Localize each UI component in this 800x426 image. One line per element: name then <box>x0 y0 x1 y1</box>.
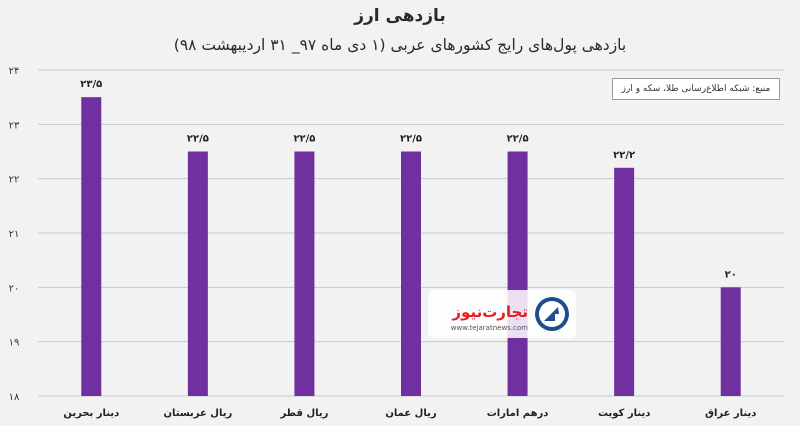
bar <box>720 287 741 396</box>
chart-title: بازدهی ارز <box>354 6 446 26</box>
data-label: ۲۲/۵ <box>293 134 315 145</box>
data-label: ۲۲/۵ <box>400 134 422 145</box>
logo-url: www.tejaratnews.com <box>451 324 528 332</box>
bar <box>294 151 315 396</box>
chart-subtitle: بازدهی پول‌های رایج کشورهای عربی (۱ دی م… <box>173 36 627 54</box>
x-tick-label: دینار عراق <box>705 408 756 419</box>
y-tick-label: ۱۹ <box>9 338 20 349</box>
y-tick-label: ۲۲ <box>9 175 20 186</box>
data-label: ۲۰ <box>725 269 737 280</box>
y-tick-label: ۲۱ <box>9 229 20 240</box>
y-tick-label: ۲۴ <box>9 66 20 77</box>
x-tick-label: ریال عمان <box>385 408 436 419</box>
logo-name: تجارت‌نیوز <box>451 303 528 321</box>
svg-text:تجارت‌نیوز: تجارت‌نیوز <box>451 303 528 321</box>
data-label: ۲۲/۵ <box>187 134 209 145</box>
x-tick-label: دینار بحرین <box>63 408 119 419</box>
data-label: ۲۲/۵ <box>507 134 529 145</box>
bar <box>81 97 102 397</box>
x-tick-label: درهم امارات <box>487 408 549 419</box>
data-label: ۲۲/۲ <box>613 150 635 161</box>
x-tick-label: ریال عربستان <box>163 408 232 419</box>
y-tick-label: ۲۳ <box>9 120 20 131</box>
bar <box>614 167 635 396</box>
bar <box>187 151 208 396</box>
source-note: منبع: شبکه اطلاع‌رسانی طلا، سکه و ارز <box>612 78 780 100</box>
tejaratnews-logo: تجارت‌نیوز www.tejaratnews.com <box>428 290 576 338</box>
x-tick-label: ریال قطر <box>279 408 328 419</box>
x-tick-label: دینار کویت <box>598 408 650 419</box>
y-tick-label: ۲۰ <box>9 283 20 294</box>
y-tick-label: ۱۸ <box>9 392 20 403</box>
bar <box>401 151 421 396</box>
bar <box>507 151 528 396</box>
data-label: ۲۳/۵ <box>80 79 102 90</box>
